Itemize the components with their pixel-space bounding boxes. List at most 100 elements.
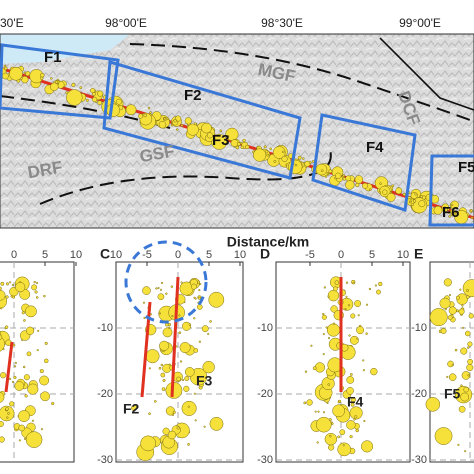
event [197, 280, 201, 284]
event [462, 279, 474, 298]
event [55, 80, 59, 84]
box-label: F2 [184, 87, 202, 104]
event [188, 323, 192, 326]
event [433, 205, 443, 215]
event [348, 334, 351, 337]
event [365, 303, 369, 306]
event [376, 289, 381, 295]
event [11, 283, 14, 287]
event [337, 401, 340, 404]
y-tick-label: -10 [97, 322, 113, 334]
event [51, 401, 55, 406]
event [421, 195, 427, 200]
event [447, 315, 453, 320]
event [18, 410, 30, 422]
event [466, 363, 474, 372]
event [167, 326, 171, 329]
event [50, 77, 53, 80]
event [448, 373, 457, 381]
basin [0, 34, 130, 64]
event [186, 123, 199, 136]
event [165, 292, 168, 295]
event [350, 396, 357, 403]
event [344, 307, 347, 310]
event [176, 376, 181, 382]
event [382, 189, 388, 195]
lon-label: 98°30'E [261, 16, 303, 30]
event [25, 305, 37, 318]
event [36, 349, 39, 352]
event [0, 372, 7, 379]
event [322, 353, 325, 356]
event [412, 199, 417, 203]
event [155, 287, 158, 290]
event [304, 160, 311, 167]
x-tick-label: 0 [175, 249, 181, 261]
event [201, 122, 212, 134]
event [230, 139, 239, 147]
event [448, 294, 451, 297]
event [368, 287, 372, 291]
event [143, 316, 146, 319]
event [142, 286, 151, 295]
event [451, 363, 454, 367]
event [378, 281, 383, 287]
event [456, 309, 459, 313]
event [237, 142, 241, 146]
event [457, 443, 460, 446]
event [131, 404, 138, 412]
event [308, 161, 312, 164]
event [23, 71, 27, 75]
event [362, 359, 365, 362]
event [446, 375, 449, 378]
event [9, 66, 23, 81]
event [158, 312, 162, 315]
fault-label: F2 [123, 401, 140, 417]
event [0, 307, 3, 310]
box-label: F5 [458, 159, 474, 176]
event [14, 361, 17, 364]
event [162, 378, 166, 382]
event [326, 323, 341, 337]
x-tick-label: -5 [305, 249, 315, 261]
event [297, 155, 302, 160]
event [332, 322, 336, 325]
event [0, 290, 6, 301]
event [31, 419, 35, 422]
event [322, 411, 326, 414]
y-tick-label: -30 [257, 454, 273, 466]
event [363, 419, 366, 423]
event [0, 392, 5, 403]
event [167, 430, 177, 440]
event [13, 375, 17, 380]
event [175, 128, 179, 131]
event [149, 111, 152, 114]
panel-letter: D [260, 246, 270, 262]
event [447, 211, 451, 214]
event [315, 163, 328, 176]
event [97, 90, 104, 97]
event [14, 381, 25, 391]
event [418, 200, 426, 208]
x-tick-label: 5 [42, 249, 48, 261]
event [97, 100, 103, 106]
y-tick-label: -30 [97, 454, 113, 466]
event [450, 200, 459, 210]
event [458, 405, 466, 413]
event [22, 365, 26, 369]
event [203, 425, 206, 428]
event [2, 72, 9, 80]
event [461, 371, 471, 380]
event [157, 293, 165, 301]
event [443, 278, 452, 287]
event [33, 280, 36, 284]
event [429, 308, 448, 327]
event [158, 120, 167, 129]
event [208, 291, 225, 308]
x-tick-label: 10 [70, 249, 82, 261]
event [273, 159, 277, 163]
event [328, 418, 332, 422]
box-label: F6 [442, 204, 460, 221]
fault-label: F5 [444, 386, 461, 402]
event [334, 280, 340, 285]
